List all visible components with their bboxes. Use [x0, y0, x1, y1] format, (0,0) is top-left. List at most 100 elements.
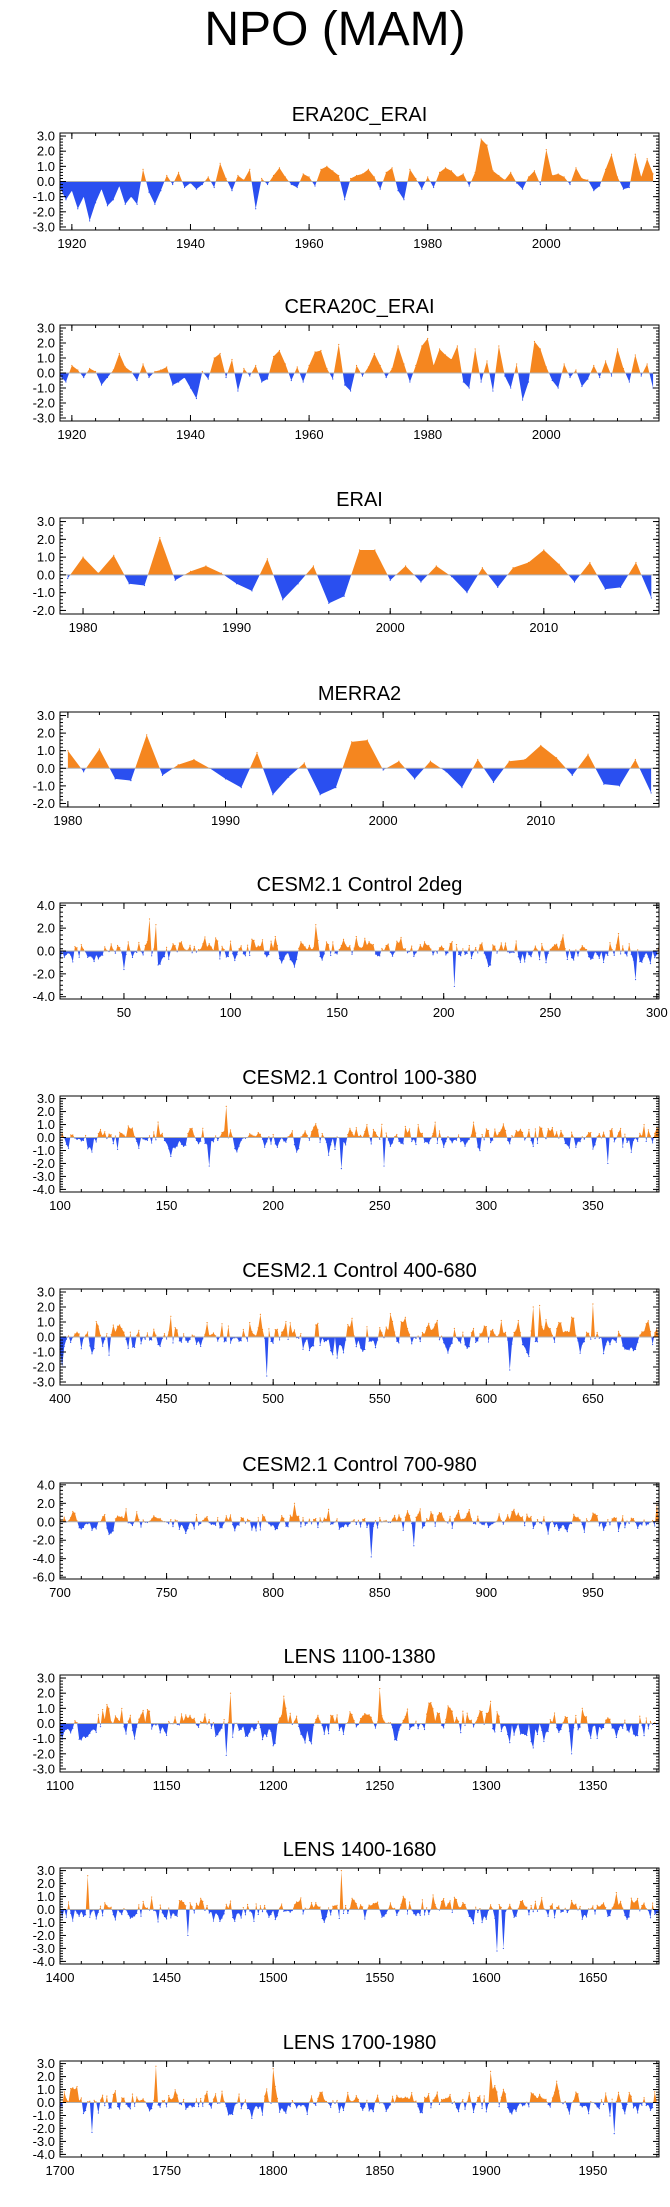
- data-point: [481, 1921, 483, 1924]
- data-point: [374, 1347, 377, 1349]
- x-tick-label: 1850: [365, 2163, 394, 2178]
- data-point: [632, 2107, 635, 2109]
- data-point: [447, 952, 449, 954]
- data-point: [93, 960, 95, 963]
- data-point: [387, 2107, 389, 2109]
- data-point: [315, 1902, 317, 1904]
- data-point: [291, 961, 293, 963]
- data-point: [244, 1914, 247, 1916]
- data-point: [319, 1906, 321, 1908]
- data-point: [200, 1720, 202, 1723]
- data-point: [622, 1907, 624, 1909]
- data-point: [234, 959, 236, 962]
- data-point: [129, 1917, 131, 1919]
- data-point: [336, 1904, 338, 1906]
- data-point: [276, 1328, 279, 1330]
- data-point: [398, 942, 400, 944]
- data-point: [374, 549, 376, 551]
- data-point: [106, 1527, 108, 1529]
- data-point: [460, 1906, 462, 1909]
- data-point: [330, 2106, 332, 2108]
- data-point: [617, 1530, 620, 1532]
- data-point: [102, 1345, 104, 1347]
- data-point: [492, 1728, 494, 1730]
- data-point: [628, 943, 630, 945]
- data-point: [607, 1162, 609, 1165]
- data-point: [541, 1729, 543, 1731]
- data-point: [119, 1720, 121, 1723]
- data-point: [89, 955, 91, 957]
- data-point: [408, 2098, 411, 2100]
- y-tick-label: -1.0: [33, 778, 55, 793]
- data-point: [170, 1917, 172, 1919]
- panel-title: LENS 1700-1980: [283, 2032, 436, 2054]
- data-point: [127, 941, 129, 943]
- data-point: [240, 1728, 242, 1731]
- data-point: [80, 2097, 82, 2099]
- data-point: [174, 1147, 176, 1149]
- data-point: [168, 1331, 170, 1333]
- data-point: [626, 2103, 628, 2105]
- data-point: [237, 174, 239, 177]
- data-point: [148, 2110, 151, 2112]
- data-point: [89, 1732, 91, 1734]
- data-point: [649, 1331, 652, 1333]
- data-point: [577, 1516, 579, 1518]
- y-tick-label: 1.0: [37, 550, 55, 565]
- data-point: [123, 1518, 125, 1520]
- data-point: [325, 2100, 328, 2103]
- y-tick-label: -1.0: [33, 1731, 55, 1746]
- data-point: [146, 1907, 148, 1909]
- data-point: [129, 1128, 131, 1130]
- x-tick-label: 1900: [472, 2163, 501, 2178]
- data-point: [306, 1729, 308, 1732]
- data-point: [440, 1138, 443, 1141]
- data-point: [229, 2113, 232, 2115]
- data-point: [266, 1735, 268, 1738]
- data-point: [428, 2092, 430, 2095]
- data-point: [338, 174, 340, 177]
- data-point: [104, 1131, 106, 1133]
- data-point: [451, 576, 453, 578]
- data-point: [264, 2095, 266, 2097]
- data-point: [391, 167, 393, 169]
- data-point: [278, 1140, 281, 1142]
- data-point: [637, 1527, 639, 1529]
- data-point: [592, 1148, 594, 1150]
- data-point: [221, 1527, 223, 1529]
- data-point: [547, 1533, 549, 1535]
- data-point: [475, 1523, 477, 1525]
- data-point: [481, 1332, 483, 1334]
- data-point: [507, 1139, 509, 1141]
- data-point: [513, 1331, 515, 1334]
- data-point: [421, 1132, 423, 1134]
- data-point: [342, 1526, 345, 1528]
- data-point: [74, 1512, 76, 1514]
- data-point: [300, 1526, 302, 1528]
- data-point: [338, 343, 340, 346]
- data-point: [304, 1524, 306, 1526]
- data-point: [330, 1914, 332, 1916]
- data-point: [317, 1526, 319, 1529]
- data-point: [326, 165, 328, 167]
- data-point: [624, 2113, 626, 2115]
- data-point: [136, 1726, 138, 1728]
- data-point: [121, 1913, 123, 1916]
- data-point: [180, 1341, 183, 1343]
- data-point: [98, 748, 101, 750]
- data-point: [238, 948, 240, 950]
- data-point: [419, 2112, 421, 2114]
- data-point: [268, 1728, 270, 1730]
- data-point: [444, 167, 447, 169]
- data-point: [590, 1338, 592, 1340]
- data-point: [528, 1355, 530, 1358]
- data-point: [549, 1328, 551, 1330]
- data-point: [189, 1714, 191, 1716]
- data-point: [185, 2108, 187, 2110]
- data-point: [302, 1517, 304, 1519]
- x-tick-label: 1250: [365, 1778, 394, 1793]
- data-point: [481, 567, 483, 569]
- data-point: [652, 1723, 654, 1726]
- data-point: [146, 1332, 148, 1334]
- data-point: [513, 1734, 515, 1736]
